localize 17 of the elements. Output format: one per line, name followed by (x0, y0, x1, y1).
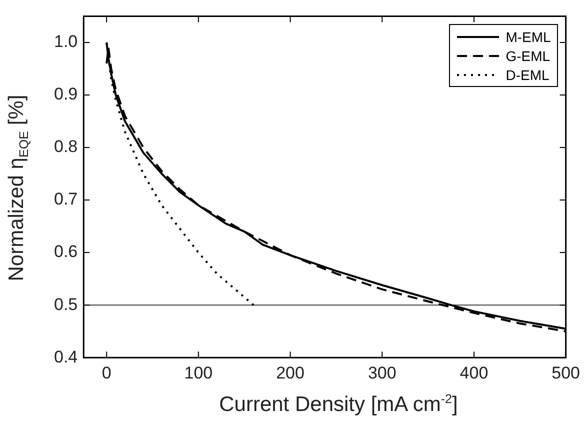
legend-label: G-EML (506, 48, 550, 64)
y-tick-label: 0.9 (54, 84, 78, 104)
y-tick-label: 0.5 (54, 294, 78, 314)
y-tick-label: 0.6 (54, 242, 78, 262)
x-tick-label: 300 (368, 363, 396, 382)
y-tick-label: 1.0 (54, 32, 78, 52)
x-tick-label: 100 (184, 363, 213, 382)
x-tick-label: 400 (460, 363, 488, 382)
legend-label: D-EML (506, 66, 550, 83)
x-tick-label: 500 (552, 363, 580, 382)
x-tick-label: 200 (276, 363, 304, 382)
y-tick-label: 0.7 (54, 190, 78, 209)
y-tick-label: 0.8 (54, 137, 78, 156)
y-tick-label: 0.4 (54, 347, 78, 366)
x-tick-label: 0 (102, 363, 112, 382)
x-axis-title: Current Density [mA cm$^{-2}$] (218, 392, 459, 417)
legend-label: M-EML (506, 28, 551, 45)
